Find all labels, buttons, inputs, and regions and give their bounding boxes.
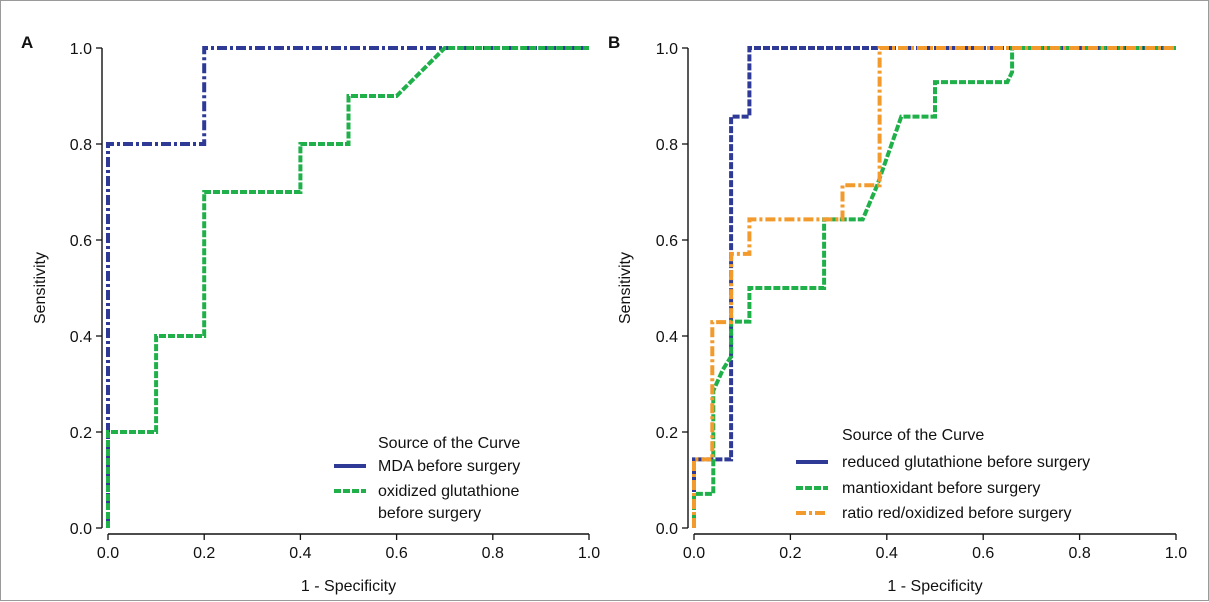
x-tick-label: 0.0 [683,545,705,562]
x-tick-label: 1.0 [1165,545,1187,562]
y-tick-label: 1.0 [656,41,678,58]
y-tick-label: 0.2 [656,425,678,442]
legend-title: Source of the Curve [378,435,520,452]
panel-a: A 0.0 0.2 0.4 0.6 0.8 1.0 0.0 0.2 0.4 0.6 0.8 1.0 1 -… [21,33,600,595]
x-tick-label: 0.8 [482,545,504,562]
y-axis-title: Sensitivity [32,252,49,324]
x-tick-label: 1.0 [578,545,600,562]
x-tick-label: 0.4 [289,545,311,562]
legend-entry: before surgery [378,505,481,522]
panel-letter: B [608,33,620,52]
y-tick-label: 0.8 [656,137,678,154]
panel-b: B 0.0 0.2 0.4 0.6 0.8 1.0 0.0 0.2 0.4 0.6 0.8 1.0 1 -… [608,33,1187,595]
x-tick-label: 0.4 [876,545,898,562]
panel-letter: A [21,33,33,52]
legend-title: Source of the Curve [842,427,984,444]
x-tick-label: 0.2 [779,545,801,562]
y-tick-label: 1.0 [70,41,92,58]
y-tick-label: 0.2 [70,425,92,442]
y-tick-label: 0.6 [656,233,678,250]
x-axis-title: 1 - Specificity [887,578,982,595]
legend-entry: mantioxidant before surgery [842,480,1040,497]
legend-entry: reduced glutathione before surgery [842,454,1090,471]
legend-entry: MDA before surgery [378,458,520,475]
x-tick-label: 0.6 [972,545,994,562]
legend-entry: oxidized glutathione [378,483,520,500]
legend: Source of the Curve reduced glutathione b… [796,427,1090,522]
y-tick-label: 0.4 [70,329,92,346]
series-line-2 [106,46,589,528]
y-tick-label: 0.8 [70,137,92,154]
y-tick-label: 0.0 [70,521,92,538]
x-axis-title: 1 - Specificity [301,578,396,595]
y-tick-label: 0.4 [656,329,678,346]
x-tick-label: 0.2 [193,545,215,562]
y-axis-title: Sensitivity [617,252,634,324]
x-tick-label: 0.6 [385,545,407,562]
x-tick-label: 0.8 [1068,545,1090,562]
x-tick-label: 0.0 [97,545,119,562]
series-line-1 [692,46,1176,528]
legend-entry: ratio red/oxidized before surgery [842,505,1071,522]
legend: Source of the Curve MDA before surgery oxi… [334,435,520,522]
series-line-2 [692,46,1176,528]
series-line-3 [692,46,1176,528]
y-tick-label: 0.0 [656,521,678,538]
y-tick-label: 0.6 [70,233,92,250]
series-line-1 [106,46,589,528]
